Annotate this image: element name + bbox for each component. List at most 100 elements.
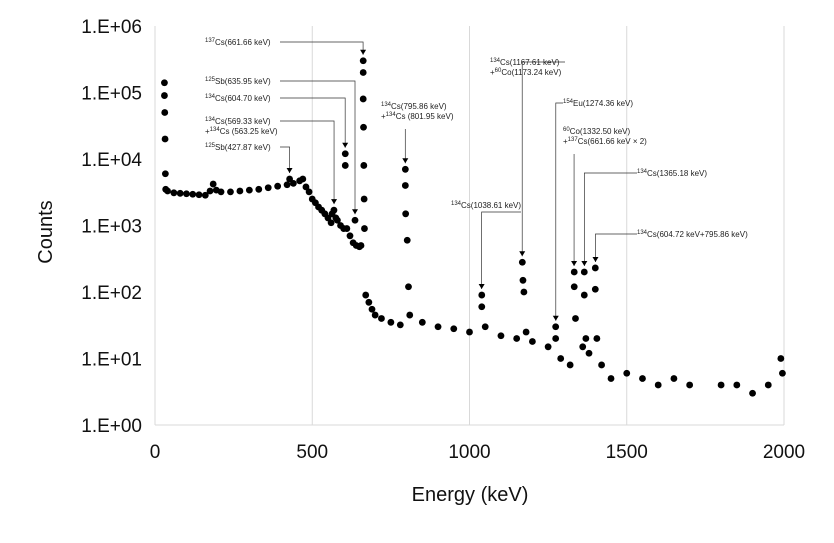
- peak-label: 134Cs(1167.61 keV): [490, 58, 560, 67]
- data-point: [255, 185, 263, 193]
- data-point: [236, 187, 244, 195]
- data-point: [779, 369, 786, 377]
- data-point: [582, 335, 590, 342]
- data-point: [522, 328, 530, 336]
- annotation-layer: 137Cs(661.66 keV) 125Sb(635.95 keV) 134Cs(…: [205, 38, 748, 321]
- data-point: [201, 191, 209, 199]
- data-point: [579, 343, 587, 351]
- data-point: [360, 195, 368, 203]
- peak-label: 60Co(1332.50 keV): [563, 127, 631, 136]
- data-point: [764, 381, 772, 389]
- data-point: [378, 315, 385, 322]
- data-point: [195, 191, 203, 199]
- data-point: [343, 225, 351, 232]
- peak-arrow: [592, 256, 599, 262]
- peak-label: 134Cs(604.70 keV): [205, 94, 271, 103]
- data-point: [176, 189, 184, 197]
- y-tick-label: 1.E+04: [81, 150, 142, 171]
- peak-leader: [595, 233, 637, 262]
- data-point: [733, 381, 741, 389]
- data-point: [357, 242, 365, 249]
- data-point: [623, 369, 631, 377]
- data-point: [639, 375, 646, 382]
- data-point: [519, 276, 527, 284]
- data-point: [593, 335, 601, 342]
- data-point: [566, 361, 574, 369]
- x-tick-label: 1500: [606, 442, 648, 463]
- data-point: [777, 355, 785, 362]
- data-point: [274, 182, 282, 190]
- data-point: [289, 179, 297, 187]
- y-tick-label: 1.E+06: [81, 17, 142, 38]
- data-point: [520, 288, 528, 296]
- data-point: [434, 323, 442, 331]
- data-point: [591, 285, 599, 293]
- data-point: [580, 291, 588, 299]
- data-point: [481, 323, 489, 331]
- data-point: [585, 349, 593, 357]
- peak-label: +60Co(1173.24 keV): [490, 68, 562, 77]
- data-point: [403, 236, 411, 244]
- data-point: [327, 219, 335, 227]
- peak-arrow: [360, 49, 367, 55]
- x-tick-label: 2000: [763, 442, 805, 463]
- data-point: [396, 321, 404, 329]
- data-point: [334, 216, 341, 224]
- data-point: [418, 318, 426, 326]
- data-point: [598, 361, 605, 369]
- peak-label: 125Sb(427.87 keV): [205, 143, 271, 152]
- peak-arrow: [519, 251, 526, 257]
- data-point: [717, 381, 725, 389]
- data-point: [749, 389, 756, 397]
- peak-leader: [280, 146, 290, 174]
- peak-leader: [521, 61, 565, 257]
- peak-arrow: [286, 168, 293, 174]
- data-point: [161, 135, 169, 143]
- data-point: [330, 206, 338, 214]
- data-point: [360, 162, 368, 169]
- x-axis-title: Energy (keV): [412, 484, 529, 506]
- data-point: [227, 188, 234, 196]
- data-point: [513, 335, 521, 342]
- data-point: [362, 291, 370, 299]
- y-tick-label: 1.E+03: [81, 217, 142, 238]
- data-point: [570, 283, 578, 291]
- data-point: [170, 189, 178, 197]
- peak-leader: [555, 102, 563, 321]
- x-tick-label: 0: [150, 442, 161, 463]
- data-point: [402, 210, 410, 218]
- peak-label: 125Sb(635.95 keV): [205, 77, 271, 86]
- data-point: [299, 175, 307, 183]
- peak-label: 134Cs(604.72 keV+795.86 keV): [637, 230, 748, 239]
- data-point: [670, 375, 678, 382]
- data-point: [580, 268, 588, 276]
- peak-leader: [280, 41, 364, 55]
- data-point: [497, 332, 505, 340]
- data-point: [371, 311, 379, 319]
- data-point: [346, 232, 354, 240]
- y-tick-label: 1.E+05: [81, 84, 142, 105]
- peak-label: +137Cs(661.66 keV × 2): [563, 137, 647, 146]
- x-tick-label: 1000: [448, 442, 490, 463]
- y-tick-label: 1.E+02: [81, 283, 142, 304]
- peak-leader: [280, 80, 356, 215]
- peak-leader: [280, 120, 335, 205]
- peak-label: 154Eu(1274.36 keV): [563, 99, 633, 108]
- data-point: [686, 381, 694, 389]
- data-point: [552, 323, 560, 331]
- peak-label: 134Cs(1038.61 keV): [451, 201, 521, 210]
- data-point: [360, 123, 367, 131]
- data-point: [206, 187, 214, 195]
- peak-arrow: [352, 209, 359, 215]
- peak-label: 134Cs(1365.18 keV): [637, 169, 707, 178]
- peak-arrow: [581, 260, 588, 266]
- peak-label: 134Cs(569.33 keV): [205, 117, 271, 126]
- data-point: [245, 186, 253, 194]
- data-point: [450, 325, 458, 333]
- data-point: [305, 188, 313, 196]
- grid-layer: [154, 26, 785, 426]
- data-point: [189, 190, 197, 198]
- y-tick-label: 1.E+00: [81, 416, 142, 437]
